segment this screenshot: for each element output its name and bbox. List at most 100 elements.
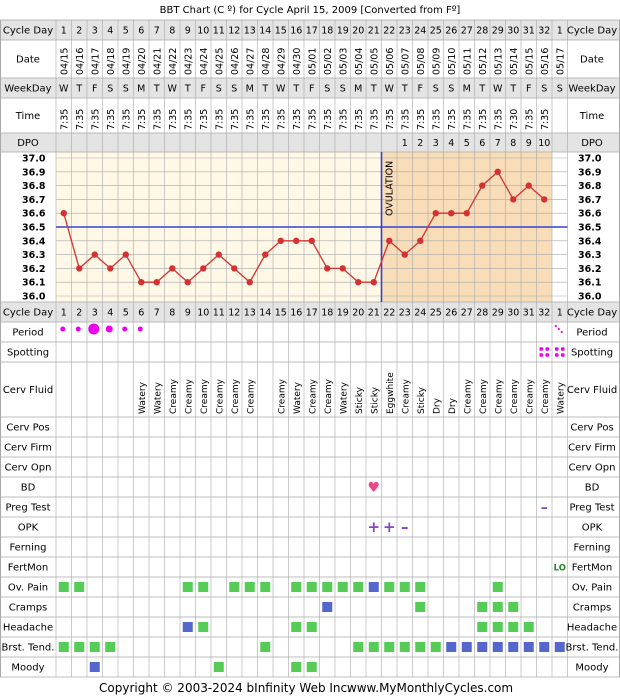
date-label: 05/12 [478, 48, 489, 75]
weekday-letter: T [401, 84, 408, 95]
cycle-day-number: 1 [557, 26, 563, 37]
row-label-right-headache: Headache [567, 623, 617, 634]
opk-result: + [383, 518, 396, 536]
cycle-day-number: 27 [461, 308, 473, 319]
weekday-letter: F [418, 84, 423, 95]
temp-axis-label-right: 36.4 [578, 236, 602, 247]
cycle-day-number: 14 [259, 308, 271, 319]
row-label-spotting: Spotting [7, 348, 49, 359]
temp-axis-label-right: 36.0 [578, 292, 602, 303]
date-label: 04/24 [199, 48, 210, 75]
ov-pain-marker [306, 582, 317, 592]
time-label: 7:35 [354, 109, 365, 130]
row-label-cycle_day: Cycle Day [3, 26, 53, 37]
weekday-letter: S [340, 84, 346, 95]
ovulation-label: OVULATION [385, 161, 396, 216]
row-label-right-cramps: Cramps [573, 603, 612, 614]
cycle-day-number: 9 [185, 308, 191, 319]
temp-axis-label-left: 36.2 [22, 264, 45, 275]
brst-tend-marker [399, 642, 410, 652]
cerv-fluid-label: Creamy [324, 378, 334, 414]
cramps-marker [508, 602, 519, 612]
cerv-fluid-label: Creamy [541, 378, 551, 414]
temperature-point [60, 210, 67, 217]
temperature-point [200, 265, 207, 272]
cycle-day-number: 6 [138, 26, 144, 37]
footer-site[interactable]: www.MyMonthlyCycles.com [347, 681, 513, 695]
cycle-day-number: 4 [107, 308, 113, 319]
cerv-fluid-label: Creamy [169, 378, 179, 414]
temperature-point [122, 251, 129, 258]
row-label-headache: Headache [3, 623, 53, 634]
weekday-letter: S [231, 84, 237, 95]
cycle-day-number: 26 [445, 26, 457, 37]
time-label: 7:35 [292, 109, 303, 130]
temperature-point [386, 237, 393, 244]
row-label-cerv_pos: Cerv Pos [6, 423, 49, 434]
date-label: 05/02 [323, 48, 334, 75]
brst-tend-marker [384, 642, 395, 652]
time-label: 7:35 [137, 109, 148, 130]
cycle-day-number: 24 [414, 308, 426, 319]
date-label: 05/07 [400, 48, 411, 75]
weekday-letter: T [292, 84, 299, 95]
cycle-day-number: 30 [507, 308, 519, 319]
temp-axis-label-right: 36.5 [578, 223, 601, 234]
temperature-point [401, 251, 408, 258]
weekday-letter: S [541, 84, 547, 95]
temperature-point [215, 251, 222, 258]
weekday-letter: W [385, 84, 395, 95]
cerv-fluid-label: Sticky [355, 386, 365, 414]
cycle-day-number: 5 [123, 26, 129, 37]
temperature-point [324, 265, 331, 272]
period-marker [75, 326, 81, 332]
brst-tend-marker [461, 642, 472, 652]
row-label-opk: OPK [18, 523, 39, 534]
brst-tend-marker [477, 642, 488, 652]
cycle-day-number: 6 [138, 308, 144, 319]
time-label: 7:35 [168, 109, 179, 130]
row-label-right-cerv_opn: Cerv Opn [569, 463, 616, 474]
temperature-point [355, 279, 362, 286]
row-label-bd: BD [21, 483, 36, 494]
date-label: 04/26 [230, 48, 241, 75]
temperature-point [541, 196, 548, 203]
weekday-letter: T [370, 84, 377, 95]
ov-pain-marker [322, 582, 333, 592]
opk-result: – [401, 518, 409, 536]
cycle-day-number: 10 [197, 26, 209, 37]
cerv-fluid-label: Creamy [246, 378, 256, 414]
row-label-period: Period [12, 328, 43, 339]
row-label-right-cerv_firm: Cerv Firm [568, 443, 616, 454]
spotting-marker [545, 347, 550, 351]
row-label-right-opk: OPK [582, 523, 603, 534]
row-label-right-cerv_fluid: Cerv Fluid [567, 385, 617, 396]
ov-pain-marker [492, 582, 503, 592]
cerv-fluid-label: Sticky [370, 386, 380, 414]
dpo-number: 9 [526, 138, 532, 149]
weekday-letter: T [261, 84, 268, 95]
cerv-fluid-label: Creamy [494, 378, 504, 414]
preg-test-result: – [541, 500, 548, 516]
weekday-letter: S [107, 84, 113, 95]
cycle-day-number: 25 [430, 308, 442, 319]
weekday-letter: S [557, 84, 563, 95]
weekday-letter: S [123, 84, 129, 95]
cycle-day-number: 19 [337, 26, 349, 37]
cycle-day-number: 27 [461, 26, 473, 37]
time-label: 7:35 [447, 109, 458, 130]
moody-marker [306, 662, 317, 672]
row-label-right-dpo: DPO [581, 138, 603, 149]
ov-pain-marker [260, 582, 271, 592]
header-band-dpo [0, 133, 620, 152]
ov-pain-marker [58, 582, 69, 592]
temperature-point [494, 168, 501, 175]
row-label-right-spotting: Spotting [571, 348, 613, 359]
cycle-day-number: 12 [228, 26, 240, 37]
row-label-ferning: Ferning [9, 543, 46, 554]
temp-axis-label-left: 36.3 [22, 250, 45, 261]
headache-marker [492, 622, 503, 632]
temp-axis-label-left: 36.0 [22, 292, 46, 303]
row-label-right-brst_tend: Brst. Tend. [566, 643, 619, 654]
